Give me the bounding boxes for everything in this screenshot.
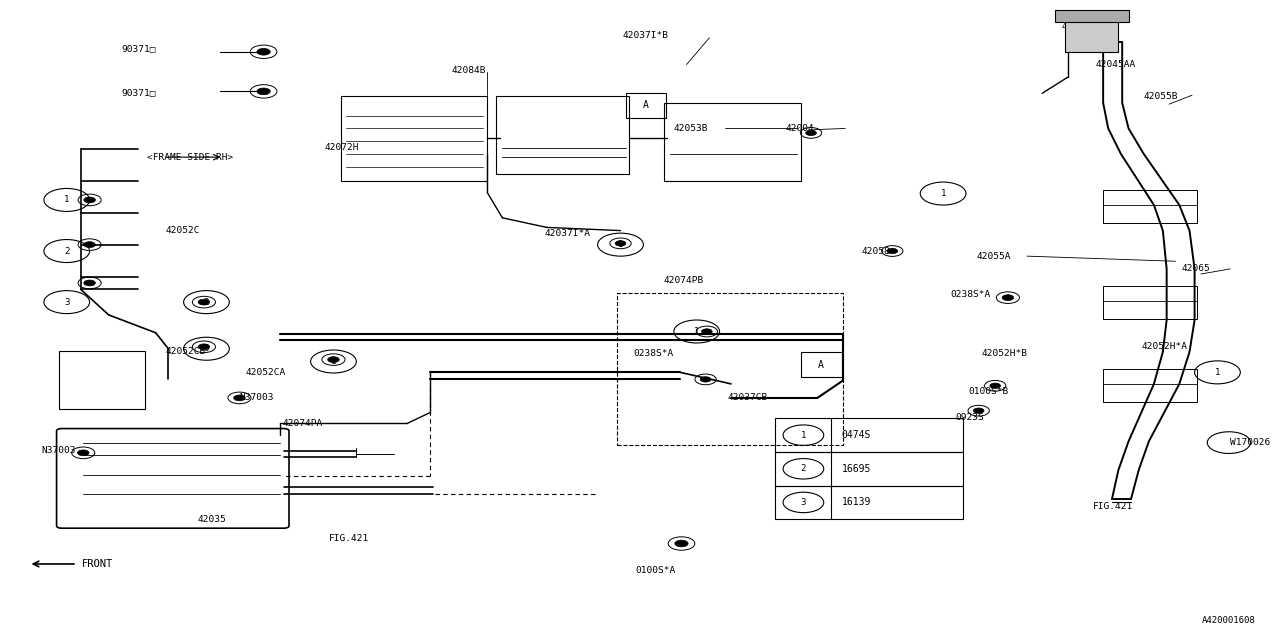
Text: 42052H*A: 42052H*A (1142, 342, 1188, 351)
Bar (59, 351, 146, 410)
Text: <FRAME SIDE RH>: <FRAME SIDE RH> (147, 153, 233, 162)
Circle shape (887, 248, 897, 253)
Bar (776, 486, 964, 519)
Text: 42074PB: 42074PB (664, 276, 704, 285)
Text: 42052C: 42052C (166, 226, 200, 235)
Bar (1103, 369, 1197, 402)
Text: N37003: N37003 (41, 447, 76, 456)
Text: FRONT: FRONT (82, 559, 113, 569)
Text: 42037I*A: 42037I*A (544, 229, 590, 238)
Circle shape (973, 408, 984, 413)
Circle shape (198, 344, 210, 349)
Bar (1103, 189, 1197, 223)
Text: 42052CB: 42052CB (166, 348, 206, 356)
Text: 42035: 42035 (197, 515, 227, 524)
Circle shape (328, 356, 339, 362)
Text: FIG.421: FIG.421 (329, 534, 369, 543)
Circle shape (675, 540, 689, 547)
Text: 0238S*A: 0238S*A (951, 290, 991, 299)
Text: 42055B: 42055B (1144, 92, 1179, 101)
Text: FIG.421: FIG.421 (1093, 502, 1133, 511)
Text: 2: 2 (204, 298, 209, 307)
Text: 0474S: 0474S (841, 430, 870, 440)
Bar (776, 452, 964, 486)
Bar (1065, 15, 1119, 52)
Text: 1: 1 (618, 240, 623, 249)
Text: 16695: 16695 (841, 464, 870, 474)
Circle shape (701, 329, 712, 334)
Text: 0100S*B: 0100S*B (969, 387, 1009, 396)
Text: 42052H*B: 42052H*B (982, 349, 1028, 358)
Text: 42074PA: 42074PA (283, 419, 323, 428)
Circle shape (1002, 295, 1014, 301)
Bar (497, 97, 630, 174)
Text: 1: 1 (1215, 368, 1220, 377)
Text: 42055A: 42055A (977, 252, 1011, 260)
Circle shape (83, 242, 96, 248)
Text: 1: 1 (330, 357, 337, 366)
Circle shape (700, 377, 710, 382)
Text: 1: 1 (694, 327, 699, 336)
Text: 42037I*B: 42037I*B (623, 31, 669, 40)
Bar (340, 97, 488, 180)
Text: 42037CB: 42037CB (727, 394, 768, 403)
Circle shape (616, 241, 626, 246)
Text: A: A (818, 360, 824, 370)
Circle shape (198, 300, 210, 305)
Bar (626, 93, 666, 118)
Text: 1: 1 (941, 189, 946, 198)
Text: 2: 2 (64, 246, 69, 255)
Text: 0923S: 0923S (956, 413, 984, 422)
Text: W170026: W170026 (1230, 438, 1271, 447)
Text: 0238S*A: 0238S*A (634, 349, 673, 358)
Text: 42058: 42058 (861, 246, 891, 255)
Text: 42084B: 42084B (452, 67, 486, 76)
Bar (617, 292, 842, 445)
Text: 3: 3 (801, 498, 806, 507)
Circle shape (234, 395, 246, 401)
Text: 42065: 42065 (1181, 264, 1211, 273)
Circle shape (257, 88, 270, 95)
Text: 3: 3 (64, 298, 69, 307)
Text: 16139: 16139 (841, 497, 870, 508)
Bar (801, 352, 841, 378)
Text: 90371□: 90371□ (122, 89, 156, 98)
Text: N37003: N37003 (239, 394, 274, 403)
Text: 42004: 42004 (786, 124, 814, 133)
Circle shape (805, 130, 817, 136)
Text: 42072H: 42072H (325, 143, 360, 152)
Circle shape (83, 280, 96, 286)
Text: 1: 1 (801, 431, 806, 440)
Bar (664, 103, 801, 180)
Text: 42045AA: 42045AA (1096, 60, 1135, 69)
Circle shape (257, 49, 270, 55)
Text: 2: 2 (801, 464, 806, 474)
Text: 90371□: 90371□ (122, 44, 156, 53)
Text: A: A (643, 100, 649, 111)
Text: 1: 1 (64, 195, 69, 204)
Text: 42053B: 42053B (673, 124, 708, 133)
Bar (1103, 285, 1197, 319)
Text: 42052CA: 42052CA (246, 368, 285, 377)
Text: A420001608: A420001608 (1202, 616, 1256, 625)
Bar (1055, 10, 1129, 22)
Circle shape (83, 197, 96, 203)
Text: 3: 3 (204, 344, 209, 353)
Circle shape (989, 383, 1001, 388)
Circle shape (78, 450, 90, 456)
Bar (776, 419, 964, 452)
Text: 0100S*A: 0100S*A (636, 566, 676, 575)
Text: 42031: 42031 (1061, 22, 1091, 31)
